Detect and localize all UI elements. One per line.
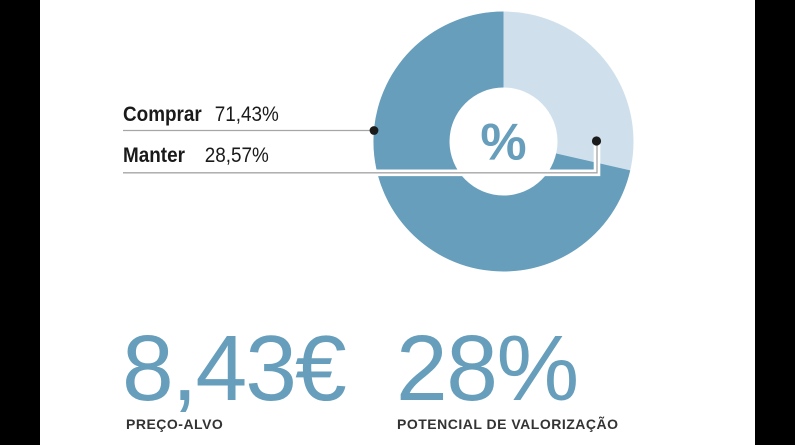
svg-text:%: %: [480, 114, 526, 172]
